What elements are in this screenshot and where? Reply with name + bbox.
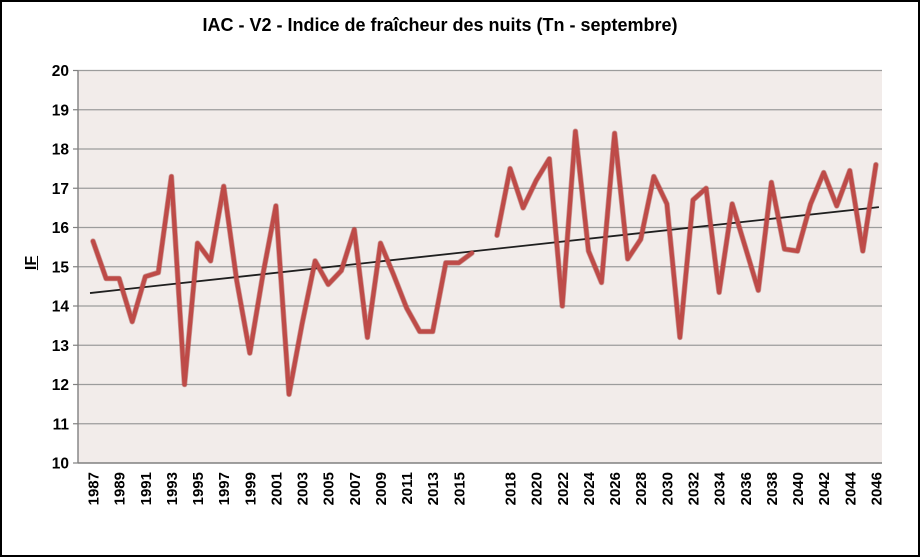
x-tick-label: 1991 bbox=[138, 472, 155, 505]
x-tick-label: 2013 bbox=[425, 472, 442, 505]
y-tick-label: 20 bbox=[52, 63, 69, 80]
x-tick-label: 2044 bbox=[842, 471, 859, 505]
x-tick-label: 2003 bbox=[295, 472, 312, 505]
y-tick-label: 11 bbox=[53, 416, 70, 433]
x-tick-label: 2007 bbox=[347, 472, 364, 505]
x-tick-label: 2015 bbox=[451, 472, 468, 505]
y-tick-label: 12 bbox=[52, 377, 69, 394]
y-tick-label: 14 bbox=[52, 299, 70, 316]
x-tick-label: 1989 bbox=[112, 472, 129, 505]
y-axis-title: IF bbox=[23, 255, 40, 271]
y-tick-label: 13 bbox=[52, 338, 70, 355]
y-tick-label: 17 bbox=[52, 181, 69, 198]
x-tick-label: 2026 bbox=[607, 472, 624, 505]
x-tick-label: 1995 bbox=[190, 472, 207, 505]
x-tick-label: 2001 bbox=[268, 472, 285, 505]
x-tick-label: 2040 bbox=[790, 472, 807, 505]
y-tick-label: 15 bbox=[52, 259, 70, 276]
x-tick-label: 2009 bbox=[373, 472, 390, 505]
x-tick-label: 2038 bbox=[764, 472, 781, 505]
x-tick-label: 2032 bbox=[685, 472, 702, 505]
trend-line bbox=[89, 206, 880, 294]
x-tick-label: 2028 bbox=[633, 472, 650, 505]
x-tick-label: 1993 bbox=[164, 472, 181, 505]
x-tick-label: 2030 bbox=[659, 472, 676, 505]
x-tick-label: 2020 bbox=[529, 472, 546, 505]
y-tick-label: 19 bbox=[52, 102, 70, 119]
x-tick-label: 2005 bbox=[321, 472, 338, 505]
data-line-1 bbox=[90, 174, 474, 397]
x-tick-label: 2018 bbox=[503, 472, 520, 505]
x-tick-label: 1997 bbox=[216, 472, 233, 505]
x-tick-label: 2011 bbox=[399, 472, 416, 505]
x-tick-label: 2042 bbox=[816, 472, 833, 505]
x-tick-label: 1987 bbox=[86, 472, 103, 505]
chart-title: IAC - V2 - Indice de fraîcheur des nuits… bbox=[202, 15, 678, 35]
x-tick-label: 2036 bbox=[738, 472, 755, 505]
x-tick-label: 2046 bbox=[868, 472, 885, 505]
x-tick-label: 2034 bbox=[712, 471, 729, 505]
y-tick-label: 16 bbox=[52, 220, 70, 237]
data-line-2 bbox=[494, 129, 879, 340]
y-tick-label: 10 bbox=[52, 456, 69, 473]
x-tick-label: 2022 bbox=[555, 472, 572, 505]
x-tick-label: 2024 bbox=[581, 471, 598, 505]
y-tick-label: 18 bbox=[52, 142, 70, 159]
x-tick-label: 1999 bbox=[242, 472, 259, 505]
